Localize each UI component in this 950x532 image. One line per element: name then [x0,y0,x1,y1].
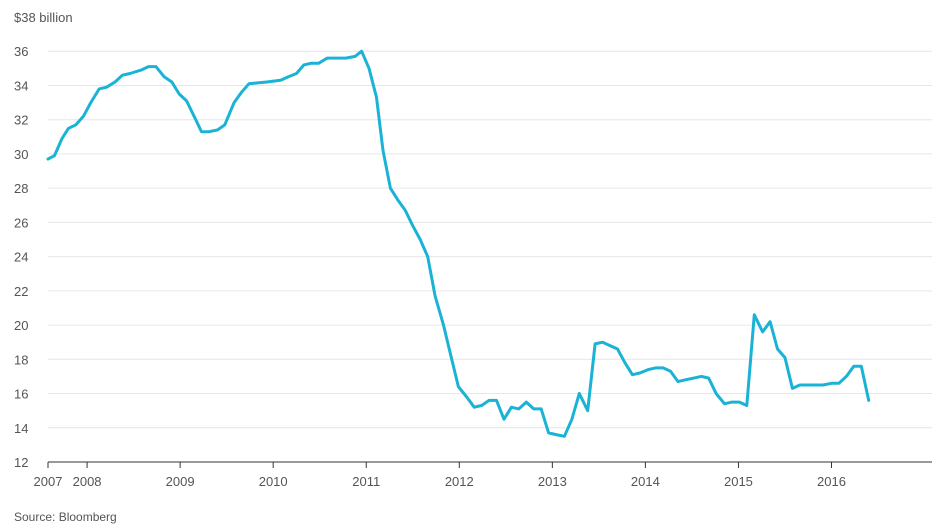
y-tick-label: 36 [14,44,28,59]
x-tick-label: 2014 [631,474,660,489]
source-note: Source: Bloomberg [14,510,117,524]
y-tick-label: 16 [14,387,28,402]
y-tick-label: 18 [14,352,28,367]
y-axis-unit-label: $38 billion [14,10,73,25]
y-tick-label: 34 [14,78,28,93]
gridlines [48,50,932,429]
x-tick-label: 2015 [724,474,753,489]
x-tick-label: 2013 [538,474,567,489]
x-tick-label: 2008 [73,474,102,489]
y-tick-label: 26 [14,215,28,230]
y-tick-label: 24 [14,250,28,265]
y-tick-label: 20 [14,318,28,333]
x-tick-label: 2009 [166,474,195,489]
y-axis-labels: 12 14 16 18 20 22 24 26 28 30 32 34 36 [14,44,28,470]
x-axis-labels: 2007 2008 2009 2010 2011 2012 2013 2014 2015 2016 [34,474,846,489]
x-tick-label: 2010 [259,474,288,489]
y-tick-label: 22 [14,284,28,299]
y-tick-label: 30 [14,147,28,162]
y-tick-label: 32 [14,113,28,128]
y-tick-label: 14 [14,421,28,436]
x-tick-label: 2011 [352,474,380,489]
x-tick-label: 2016 [817,474,846,489]
y-tick-label: 12 [14,455,28,470]
x-tick-label: 2007 [34,474,63,489]
x-tick-label: 2012 [445,474,474,489]
series-line [46,49,871,438]
x-axis-ticks [47,462,833,468]
y-tick-label: 28 [14,181,28,196]
